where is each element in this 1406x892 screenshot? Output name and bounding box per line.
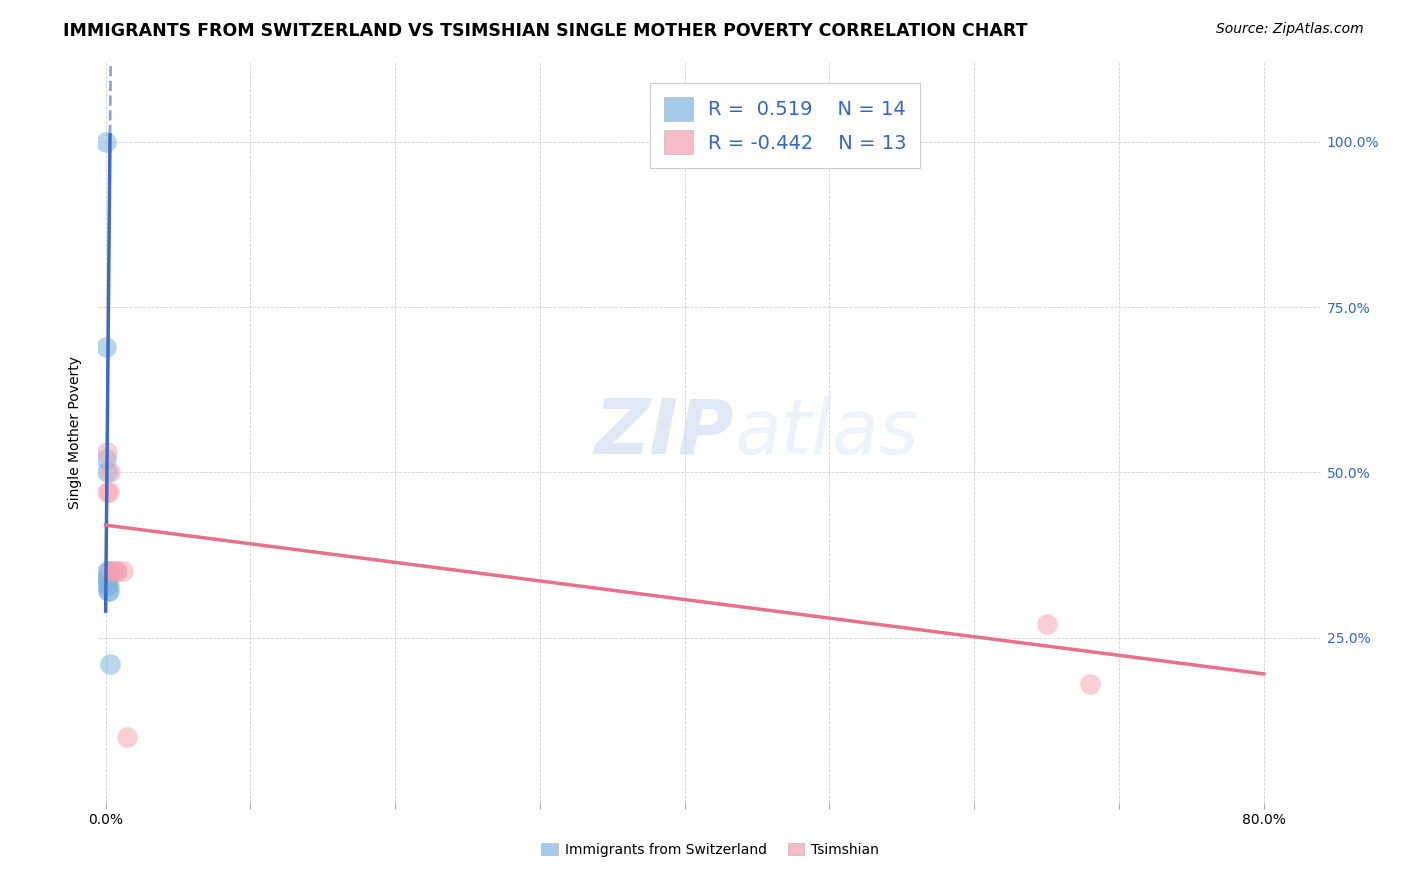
Point <box>97 584 120 599</box>
Text: Source: ZipAtlas.com: Source: ZipAtlas.com <box>1216 22 1364 37</box>
Point <box>96 485 118 500</box>
Point <box>96 577 118 591</box>
Legend: Immigrants from Switzerland, Tsimshian: Immigrants from Switzerland, Tsimshian <box>536 838 884 863</box>
Point <box>1078 677 1101 691</box>
Point <box>96 571 118 585</box>
Point <box>97 577 120 591</box>
Point <box>98 465 121 479</box>
Point <box>96 565 118 579</box>
Point <box>96 577 118 591</box>
Point <box>97 584 120 599</box>
Point <box>96 445 118 459</box>
Point <box>117 730 139 744</box>
Point <box>96 135 118 149</box>
Point <box>100 565 122 579</box>
Point <box>96 452 118 467</box>
Point <box>97 485 120 500</box>
Point <box>112 565 135 579</box>
Point <box>96 340 118 354</box>
Point <box>101 565 124 579</box>
Point <box>97 565 120 579</box>
Text: IMMIGRANTS FROM SWITZERLAND VS TSIMSHIAN SINGLE MOTHER POVERTY CORRELATION CHART: IMMIGRANTS FROM SWITZERLAND VS TSIMSHIAN… <box>63 22 1028 40</box>
Y-axis label: Single Mother Poverty: Single Mother Poverty <box>69 356 83 509</box>
Point <box>104 565 127 579</box>
Point <box>105 565 128 579</box>
Point <box>96 465 118 479</box>
Text: ZIP: ZIP <box>595 396 734 469</box>
Point <box>96 571 118 585</box>
Text: atlas: atlas <box>734 396 920 469</box>
Point <box>98 657 121 671</box>
Point <box>1035 617 1057 632</box>
